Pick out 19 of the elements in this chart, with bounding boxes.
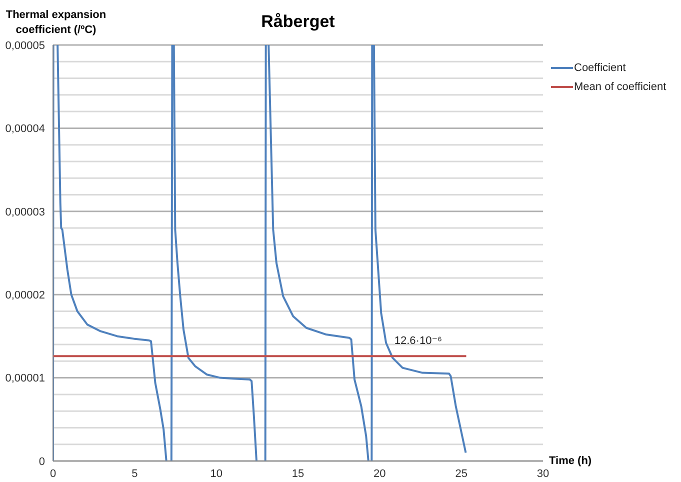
- x-tick-label: 25: [455, 468, 468, 480]
- y-tick-label: 0,00001: [5, 372, 45, 385]
- y-tick-label: 0,00004: [5, 123, 45, 136]
- legend-label: Coefficient: [574, 62, 626, 74]
- legend-label: Mean of coefficient: [574, 80, 666, 92]
- y-axis-title: Thermal expansion coefficient (/ºC): [4, 8, 108, 38]
- x-axis-title: Time (h): [549, 455, 592, 467]
- x-tick-label: 15: [292, 468, 304, 480]
- x-tick-label: 10: [210, 468, 222, 480]
- y-tick-label: 0,00005: [5, 40, 45, 52]
- x-tick-label: 5: [132, 468, 138, 480]
- x-tick-label: 0: [50, 468, 56, 480]
- y-tick-label: 0,00003: [5, 206, 45, 218]
- chart-title: Råberget: [261, 12, 335, 31]
- x-tick-label: 30: [536, 468, 550, 480]
- y-tick-label: 0: [38, 456, 45, 468]
- x-tick-label: 20: [374, 468, 386, 480]
- y-tick-label: 0,00002: [5, 290, 45, 302]
- annotation: 12.6·10⁻⁶: [393, 334, 444, 348]
